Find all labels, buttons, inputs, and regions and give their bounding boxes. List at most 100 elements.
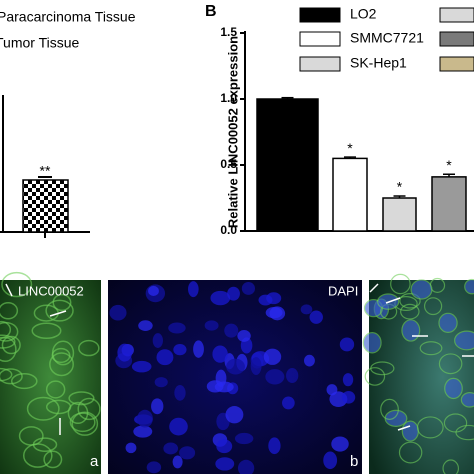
nucleus: [331, 436, 349, 452]
image-letter: b: [350, 453, 358, 470]
cell: [443, 413, 468, 433]
y-tick-label: 0.5: [220, 157, 237, 171]
y-axis-label: Relative LINC00052 expression: [225, 36, 240, 228]
legend-swatch: [439, 56, 474, 72]
cell: [400, 303, 420, 320]
cell: [45, 380, 66, 399]
cell: [398, 441, 423, 464]
image-label: DAPI: [328, 283, 358, 298]
nucleus: [342, 373, 354, 387]
nucleus: [137, 409, 153, 428]
cell: [380, 398, 399, 420]
cell: [454, 330, 474, 351]
nucleus: [263, 348, 282, 365]
nucleus: [323, 451, 338, 470]
cell: [26, 396, 60, 421]
nucleus: [286, 368, 299, 384]
legend-swatch: [299, 7, 341, 23]
nucleus: [268, 437, 281, 455]
nucleus: [250, 357, 262, 376]
panel-label: B: [205, 3, 217, 20]
nucleus: [156, 349, 174, 366]
nucleus: [216, 439, 233, 454]
significance: *: [347, 140, 353, 156]
cell: [52, 293, 72, 312]
legend-label: SMMC7721: [350, 30, 424, 46]
cell: [384, 409, 408, 427]
cell: [442, 459, 460, 474]
y-tick-label: 1.0: [220, 91, 237, 105]
micrograph: [0, 280, 101, 474]
cell: [45, 299, 74, 322]
legend-label: LO2: [350, 6, 377, 22]
nucleus: [179, 446, 196, 460]
nucleus: [237, 459, 255, 474]
cell: [18, 426, 44, 446]
nucleus: [227, 286, 240, 301]
significance: *: [397, 179, 403, 195]
arrows: [5, 283, 474, 435]
legend-swatch: [439, 31, 474, 47]
cell: [438, 312, 458, 333]
cell: [444, 377, 463, 400]
bar: [256, 98, 319, 232]
cell: [416, 416, 444, 439]
cell: [0, 302, 19, 320]
cell: [438, 353, 463, 375]
cell: [0, 321, 19, 342]
cell: [31, 322, 62, 340]
nucleus: [241, 282, 256, 295]
micrograph: [108, 280, 362, 474]
nucleus: [138, 320, 153, 332]
nucleus: [215, 457, 235, 471]
cell: [78, 339, 100, 357]
nucleus: [172, 455, 183, 469]
bar: [431, 176, 467, 232]
nucleus: [282, 396, 295, 410]
cell: [0, 320, 12, 339]
legend-swatch: [439, 7, 474, 23]
nucleus: [204, 320, 219, 331]
nucleus: [212, 345, 228, 363]
nucleus: [193, 340, 204, 358]
cell: [455, 424, 474, 441]
nucleus: [146, 461, 162, 474]
cell: [10, 373, 38, 390]
significance: *: [446, 157, 452, 173]
nucleus: [237, 329, 251, 342]
legend-swatch: [299, 56, 341, 72]
nucleus: [109, 304, 127, 321]
nucleus: [168, 322, 186, 334]
cell: [390, 273, 411, 295]
bar: [332, 157, 368, 232]
cell: [401, 319, 421, 342]
nucleus: [148, 285, 159, 297]
y-tick-label: 0.0: [220, 223, 237, 237]
nucleus: [163, 442, 179, 455]
cell: [399, 293, 421, 309]
cell: [43, 450, 63, 469]
cell: [77, 397, 101, 421]
significance: **: [40, 163, 51, 179]
nucleus: [133, 425, 153, 438]
cell: [71, 411, 99, 436]
nucleus: [210, 290, 231, 306]
nucleus: [173, 343, 187, 356]
legend-label: Paracarcinoma Tissue: [0, 9, 136, 25]
nucleus: [152, 333, 163, 348]
bar: [382, 197, 417, 232]
image-label: LINC00052: [18, 283, 84, 298]
cell: [67, 401, 89, 425]
nucleus: [339, 337, 355, 352]
nucleus: [309, 310, 323, 324]
nucleus: [214, 381, 234, 393]
cell: [419, 341, 443, 356]
nucleus: [225, 406, 244, 424]
nucleus: [188, 281, 199, 298]
nucleus: [125, 442, 137, 454]
legend-label: SK-Hep1: [350, 55, 407, 71]
cell: [51, 340, 75, 366]
nucleus: [258, 294, 273, 306]
cell: [410, 279, 433, 300]
